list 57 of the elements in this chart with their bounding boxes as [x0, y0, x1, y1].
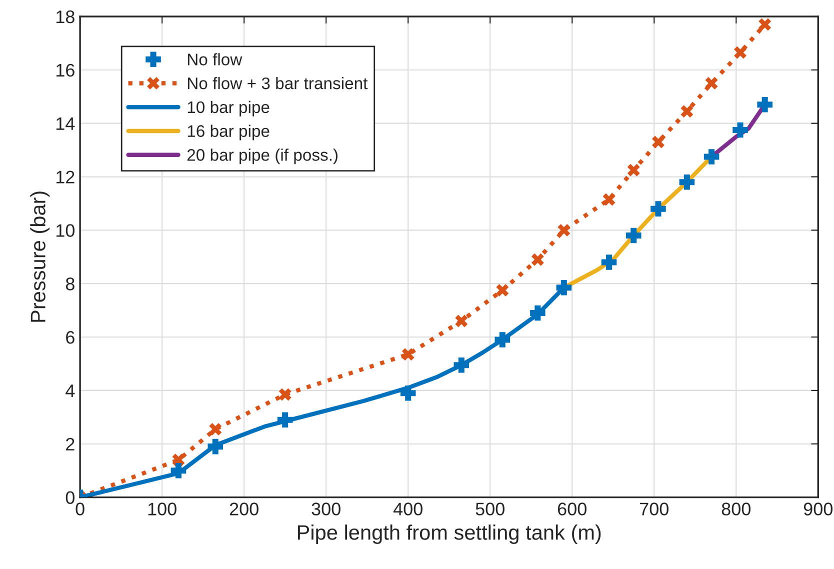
- legend-label: 20 bar pipe (if poss.): [187, 148, 338, 164]
- y-tick-label: 10: [56, 224, 74, 237]
- point: [454, 357, 470, 373]
- x-tick-label: 100: [148, 502, 176, 516]
- x-tick-label: 700: [640, 502, 668, 516]
- y-tick-label: 6: [66, 330, 74, 344]
- legend-label: 10 bar pipe: [188, 100, 270, 116]
- point: [680, 105, 694, 118]
- y-tick-label: 0: [66, 491, 74, 504]
- point: [758, 18, 772, 31]
- y-tick-label: 16: [56, 64, 74, 77]
- point: [705, 77, 718, 90]
- point: [732, 122, 748, 138]
- x-tick-label: 400: [393, 502, 422, 516]
- y-tick-label: 18: [56, 10, 74, 24]
- point: [455, 314, 468, 328]
- x-tick-label: 600: [558, 502, 586, 516]
- point: [627, 164, 640, 176]
- y-tick-label: 12: [56, 170, 74, 184]
- point: [652, 136, 664, 148]
- point: [558, 224, 570, 236]
- point: [496, 284, 509, 297]
- y-axis-title: Pressure (bar): [30, 192, 50, 322]
- point: [172, 454, 185, 466]
- point: [400, 385, 416, 401]
- x-axis-title: Pipe length from settling tank (m): [298, 524, 601, 544]
- point: [556, 280, 572, 296]
- point: [704, 149, 720, 164]
- x-tick-label: 0: [76, 502, 84, 516]
- point: [494, 332, 510, 348]
- legend-label: No flow: [188, 53, 242, 66]
- x-tick-label: 900: [804, 502, 833, 516]
- x-tick-label: 200: [230, 502, 258, 516]
- x-tick-label: 800: [722, 502, 750, 516]
- y-tick-label: 8: [66, 278, 74, 290]
- y-tick-label: 14: [56, 117, 75, 130]
- point: [531, 253, 544, 266]
- point: [277, 412, 293, 428]
- point: [626, 228, 642, 244]
- point: [734, 46, 746, 59]
- point: [530, 305, 546, 321]
- point: [601, 254, 617, 270]
- y-tick-label: 4: [66, 384, 75, 398]
- point: [757, 97, 772, 112]
- point: [602, 193, 616, 206]
- point: [209, 422, 222, 436]
- point: [402, 348, 414, 361]
- point: [170, 462, 186, 478]
- y-tick-label: 2: [66, 438, 74, 450]
- point: [278, 388, 292, 401]
- x-tick-label: 500: [476, 502, 504, 516]
- point: [679, 174, 695, 190]
- x-tick-label: 300: [312, 502, 340, 516]
- point: [208, 438, 224, 454]
- point: [650, 201, 666, 216]
- legend-label: No flow + 3 bar transient: [188, 77, 368, 90]
- legend-label: 16 bar pipe: [188, 124, 270, 140]
